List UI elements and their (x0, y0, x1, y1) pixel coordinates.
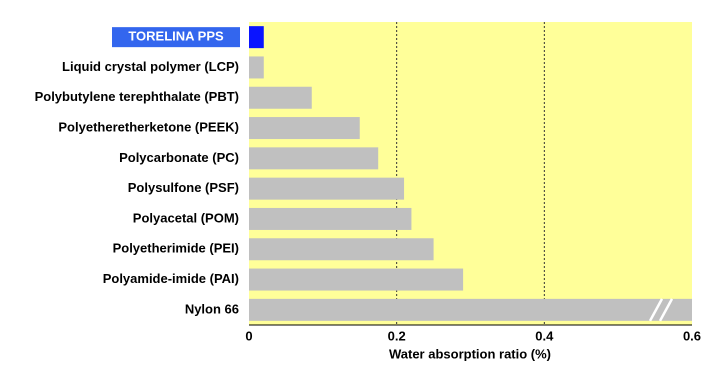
bar (249, 26, 264, 49)
bar (249, 298, 692, 321)
bar (249, 238, 434, 261)
bar (249, 268, 464, 291)
x-tick-label: 0 (245, 328, 252, 343)
bar (249, 147, 379, 170)
y-tick-label: TORELINA PPS (128, 29, 224, 44)
axis-break (648, 298, 664, 322)
bar (249, 117, 360, 140)
y-tick-label: Polyacetal (POM) (133, 210, 239, 225)
y-tick-label: Polyetherimide (PEI) (113, 241, 239, 256)
bar (249, 177, 405, 200)
y-tick-label: Polycarbonate (PC) (119, 150, 239, 165)
bar (249, 207, 412, 230)
y-tick-label: Polysulfone (PSF) (128, 180, 239, 195)
x-axis-label: Water absorption ratio (%) (389, 346, 551, 361)
y-tick-label: Nylon 66 (185, 301, 239, 316)
x-tick-label: 0.6 (683, 328, 701, 343)
y-tick-label: Polyetheretherketone (PEEK) (58, 119, 239, 134)
bar (249, 86, 312, 109)
y-tick-label: Polybutylene terephthalate (PBT) (35, 89, 239, 104)
y-tick-label: Polyamide-imide (PAI) (103, 271, 239, 286)
axis-break (658, 298, 674, 322)
y-tick-label: Liquid crystal polymer (LCP) (62, 59, 239, 74)
label-highlight (112, 27, 240, 48)
x-tick-label: 0.2 (388, 328, 406, 343)
x-tick-label: 0.4 (535, 328, 554, 343)
bar (249, 56, 264, 79)
